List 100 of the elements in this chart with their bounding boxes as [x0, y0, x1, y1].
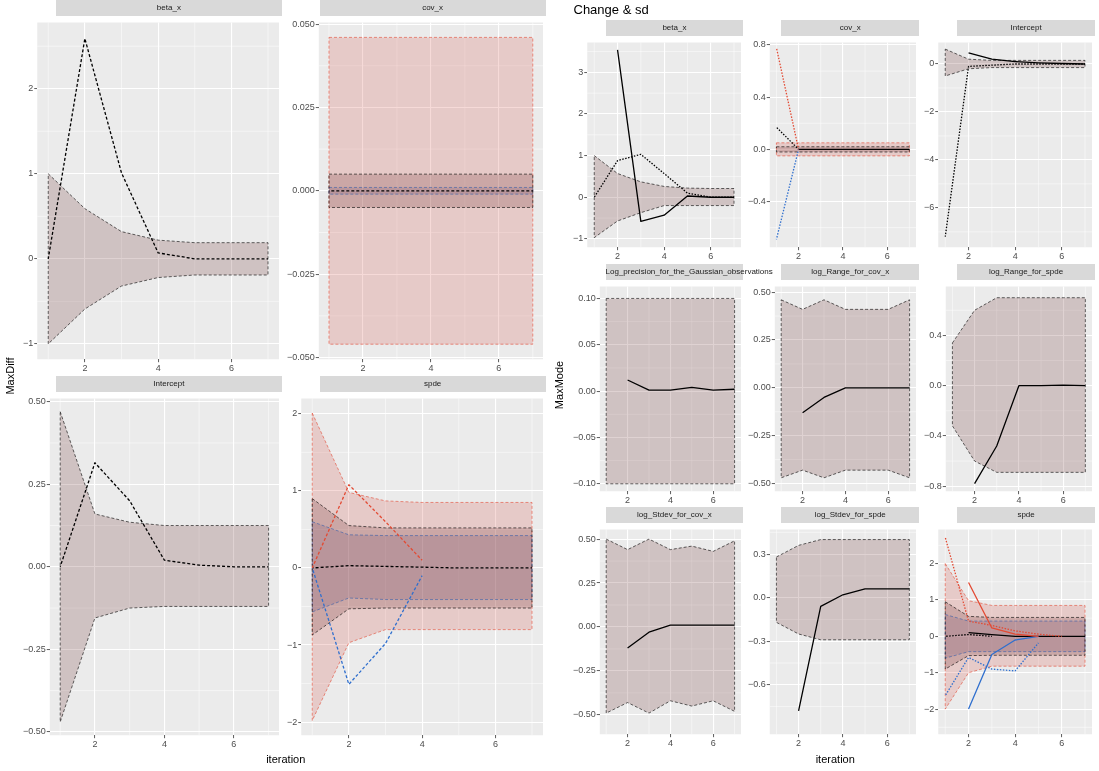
y-tick-label: 0.50	[577, 533, 596, 544]
x-tick-label: 6	[492, 738, 498, 749]
y-tick-label: 0	[577, 191, 583, 202]
y-tick-label: 2	[292, 407, 298, 418]
x-tick-label: 4	[1012, 251, 1018, 262]
x-tick-label: 4	[661, 251, 667, 262]
y-tick-label: 0.025	[292, 101, 315, 112]
x-tick-label: 6	[496, 363, 502, 374]
x-tick-label: 6	[228, 363, 234, 374]
y-axis-title: MaxDiff	[4, 356, 16, 395]
x-tick-label: 6	[1060, 494, 1066, 505]
y-tick-label: 2	[28, 83, 34, 94]
y-tick-label: 0.25	[577, 577, 596, 588]
y-tick-label: −0.3	[748, 636, 767, 647]
x-tick-label: 2	[92, 738, 98, 749]
line-series	[47, 37, 269, 260]
x-tick-label: 4	[667, 494, 673, 505]
y-tick-label: −0.6	[748, 679, 767, 690]
x-tick-label: 6	[886, 494, 892, 505]
y-tick-label: −0.05	[572, 431, 596, 442]
y-tick-label: −1	[924, 667, 935, 678]
y-tick-label: −0.25	[572, 665, 596, 676]
x-tick-label: 4	[155, 363, 161, 374]
y-tick-label: −0.50	[22, 725, 46, 736]
chart-title: cov_x	[319, 0, 546, 16]
y-tick-label: 1	[28, 168, 34, 179]
y-tick-label: −1	[286, 639, 298, 650]
y-tick-label: −1	[23, 338, 34, 349]
y-tick-label: 0.25	[28, 478, 46, 489]
y-tick-label: −0.50	[748, 477, 772, 488]
x-axis-title: iteration	[265, 753, 307, 767]
chart-title: cov_x	[781, 20, 920, 36]
x-tick-label: 6	[1059, 738, 1065, 749]
y-tick-label: 0.3	[753, 548, 767, 559]
y-tick-label: 0.0	[753, 143, 767, 154]
x-tick-label: 6	[885, 738, 891, 749]
y-tick-label: 0.0	[753, 592, 767, 603]
x-tick-label: 6	[710, 494, 716, 505]
line-series	[311, 483, 423, 569]
x-tick-label: 2	[800, 494, 806, 505]
x-tick-label: 6	[231, 738, 237, 749]
x-tick-label: 4	[667, 738, 673, 749]
x-tick-label: 2	[624, 494, 630, 505]
chart-title: log_Range_for_cov_x	[781, 263, 920, 280]
y-tick-label: 0.25	[753, 334, 772, 345]
x-tick-label: 4	[840, 251, 846, 262]
chart-title: Intercept	[957, 20, 1095, 36]
y-tick-label: 0.10	[577, 292, 596, 303]
y-tick-label: −1	[572, 233, 583, 244]
y-tick-label: 0.00	[28, 560, 46, 571]
y-tick-label: 0	[292, 561, 298, 572]
y-tick-label: −2	[924, 703, 935, 714]
y-tick-label: −0.50	[572, 709, 596, 720]
y-tick-label: 0.0	[929, 379, 942, 390]
x-axis-title: iteration	[814, 753, 856, 767]
x-tick-label: 4	[1016, 494, 1022, 505]
y-tick-label: 3	[577, 66, 583, 77]
chart-title: Intercept	[56, 375, 282, 392]
y-tick-label: 1	[929, 594, 935, 605]
y-tick-label: 2	[929, 558, 935, 569]
y-tick-label: −2	[286, 716, 298, 727]
y-tick-label: 0.05	[577, 338, 596, 349]
x-tick-label: 2	[966, 738, 972, 749]
x-tick-label: 4	[840, 738, 846, 749]
chart-title: log_Stdev_for_cov_x	[605, 507, 744, 524]
y-tick-label: −2	[924, 106, 935, 117]
line-series	[59, 461, 270, 567]
y-tick-label: −4	[924, 154, 935, 165]
y-tick-label: 0.8	[753, 39, 767, 50]
x-tick-label: 4	[843, 494, 849, 505]
y-tick-label: −0.4	[748, 196, 767, 207]
line-series	[944, 537, 1063, 638]
y-tick-label: 0.000	[292, 185, 315, 196]
y-tick-label: 0.050	[292, 18, 315, 29]
y-tick-label: 0.4	[753, 91, 767, 102]
y-tick-label: 0.00	[577, 621, 596, 632]
y-tick-label: 1	[292, 484, 298, 495]
y-tick-label: −0.8	[924, 480, 942, 491]
y-tick-label: 0.50	[753, 286, 772, 297]
chart-title: spde	[957, 507, 1095, 524]
x-tick-label: 2	[966, 251, 972, 262]
y-tick-label: 0	[28, 253, 34, 264]
y-tick-label: 2	[577, 108, 583, 119]
chart-title: spde	[319, 375, 546, 392]
x-tick-label: 2	[82, 363, 88, 374]
y-tick-label: 0	[929, 58, 935, 69]
x-tick-label: 4	[1012, 738, 1018, 749]
chart-title: log_Stdev_for_spde	[781, 507, 920, 524]
x-tick-label: 4	[428, 363, 434, 374]
y-tick-label: 0.00	[577, 385, 596, 396]
y-tick-label: −0.050	[286, 352, 315, 363]
y-tick-label: −0.10	[572, 477, 596, 488]
chart-title: Log_precision_for_the_Gaussian_observations	[605, 265, 773, 278]
chart-title: beta_x	[605, 20, 744, 36]
y-tick-label: 0.00	[753, 381, 772, 392]
y-tick-label: 0	[929, 631, 935, 642]
x-tick-label: 2	[972, 494, 978, 505]
y-tick-label: −0.025	[286, 268, 315, 279]
x-tick-label: 2	[796, 738, 802, 749]
x-tick-label: 6	[710, 738, 716, 749]
